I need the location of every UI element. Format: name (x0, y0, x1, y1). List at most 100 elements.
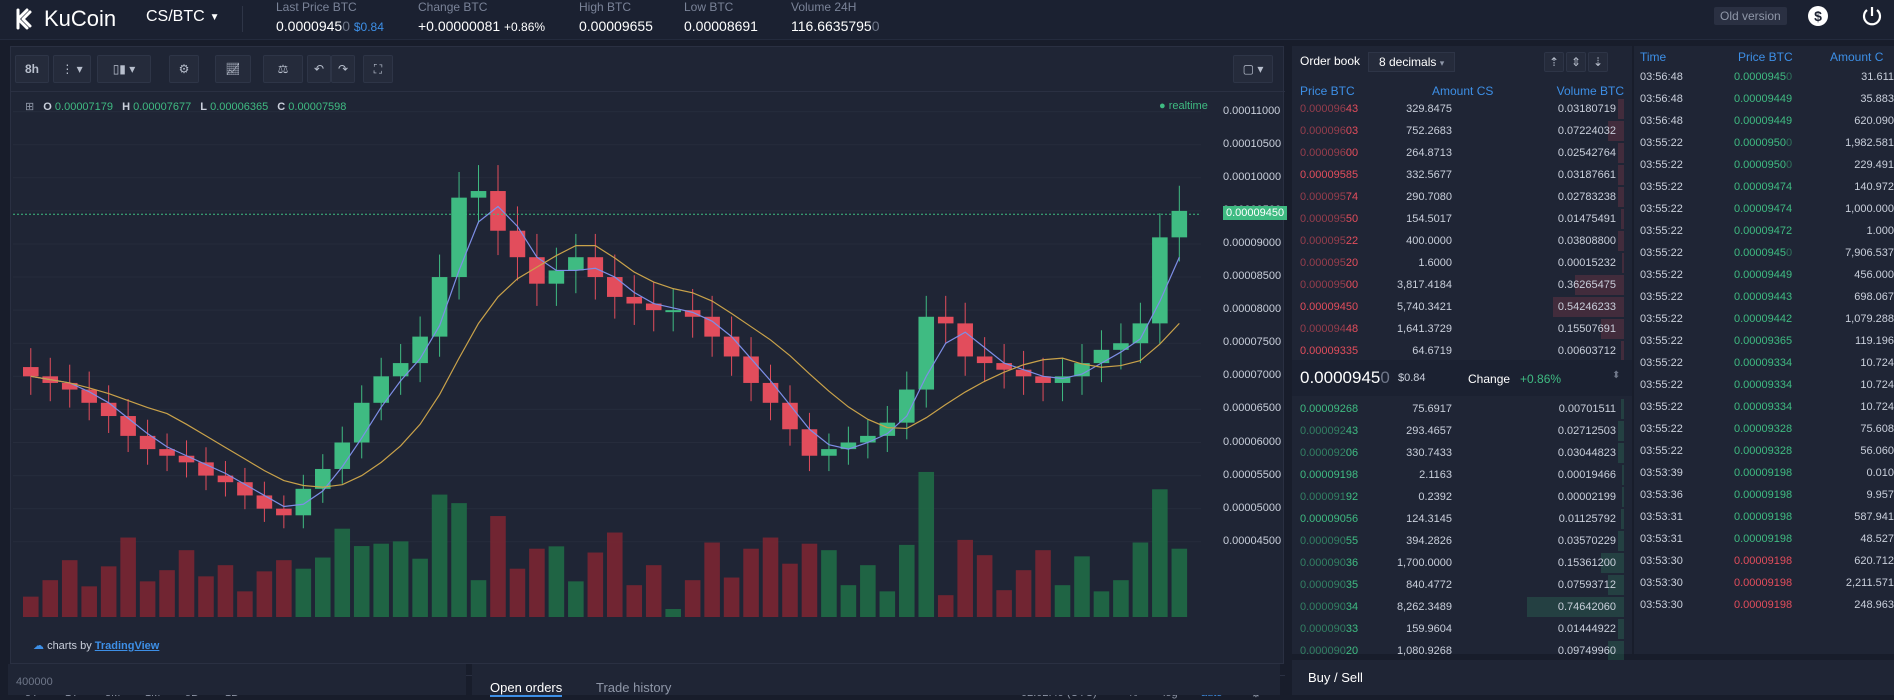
bid-row[interactable]: 0.00009033 159.9604 0.01444922 (1300, 618, 1624, 640)
compare-button[interactable]: ⚖ (263, 55, 303, 83)
bid-row[interactable]: 0.00009206 330.7433 0.03044823 (1300, 442, 1624, 464)
trade-amount: 31.611 (1861, 71, 1894, 83)
trade-amount: 620.712 (1854, 555, 1894, 567)
candle-body (159, 449, 175, 456)
trade-price: 0.00009449 (1734, 269, 1793, 281)
volume-bar (840, 585, 857, 617)
interval-button[interactable]: 8h (15, 55, 49, 83)
trade-time: 03:55:22 (1640, 423, 1683, 435)
order-volume: 0.01125792 (1558, 513, 1616, 525)
chart-type-button[interactable]: ▯▮ ▾ (97, 55, 151, 83)
ask-row[interactable]: 0.00009448 1,641.3729 0.15507691 (1300, 318, 1624, 340)
interval-menu-button[interactable]: ⋮ ▾ (53, 55, 91, 83)
tradingview-credit[interactable]: ☁ charts by TradingView (33, 639, 159, 652)
trade-price: 0.00009450 (1734, 247, 1793, 259)
trade-amount: 35.883 (1860, 93, 1894, 105)
undo-button[interactable]: ↶ (307, 55, 331, 83)
volume-bar (490, 516, 506, 617)
trade-amount: 1,079.288 (1845, 313, 1894, 325)
candle-body (392, 363, 409, 377)
bid-row[interactable]: 0.00009035 840.4772 0.07593712 (1300, 574, 1624, 596)
sort-icon[interactable]: ⬍ (1612, 370, 1621, 381)
pair-selector[interactable]: CS/BTC ▼ (146, 8, 220, 26)
ask-row[interactable]: 0.00009550 154.5017 0.01475491 (1300, 208, 1624, 230)
ask-row[interactable]: 0.00009600 264.8713 0.02542764 (1300, 142, 1624, 164)
volume-bar (665, 609, 681, 617)
depth-bar (1621, 341, 1624, 361)
candle-body (353, 402, 370, 443)
ask-row[interactable]: 0.00009522 400.0000 0.03808800 (1300, 230, 1624, 252)
ask-row[interactable]: 0.00009585 332.5677 0.03187661 (1300, 164, 1624, 186)
candle-body (860, 435, 876, 443)
asks-view-icon[interactable]: ⇡ (1544, 52, 1564, 72)
redo-button[interactable]: ↷ (331, 55, 355, 83)
bid-row[interactable]: 0.00009192 0.2392 0.00002199 (1300, 486, 1624, 508)
order-amount: 1.6000 (1418, 257, 1452, 269)
ask-row[interactable]: 0.00009450 5,740.3421 0.54246233 (1300, 296, 1624, 318)
trade-time: 03:55:22 (1640, 137, 1683, 149)
order-amount: 159.9604 (1406, 623, 1452, 635)
trade-price: 0.00009443 (1734, 291, 1793, 303)
trade-time: 03:55:22 (1640, 445, 1683, 457)
candle-body (276, 508, 292, 516)
bid-row[interactable]: 0.00009055 394.2826 0.03570229 (1300, 530, 1624, 552)
bids-view-icon[interactable]: ⇣ (1588, 52, 1608, 72)
candle-body (587, 257, 604, 278)
depth-bar (1575, 275, 1624, 295)
ask-row[interactable]: 0.00009335 64.6719 0.00603712 (1300, 340, 1624, 362)
dollar-icon[interactable]: $ (1806, 4, 1830, 28)
tab-open-orders[interactable]: Open orders (490, 680, 563, 697)
trade-amount: 698.067 (1854, 291, 1894, 303)
candle-body (1152, 237, 1168, 324)
ask-row[interactable]: 0.00009603 752.2683 0.07224032 (1300, 120, 1624, 142)
kucoin-logo[interactable]: KuCoin (12, 6, 116, 32)
depth-bar (1618, 187, 1624, 207)
bid-row[interactable]: 0.00009198 2.1163 0.00019466 (1300, 464, 1624, 486)
volume-bar (295, 568, 312, 617)
order-volume: 0.03570229 (1557, 535, 1616, 547)
ask-row[interactable]: 0.00009520 1.6000 0.00015232 (1300, 252, 1624, 274)
price-tick: 0.00006500 (1223, 402, 1282, 415)
settings-button[interactable]: ⚙ (169, 55, 199, 83)
bid-row[interactable]: 0.00009243 293.4657 0.02712503 (1300, 420, 1624, 442)
change-label: Change (1468, 372, 1511, 386)
decimals-select[interactable]: 8 decimals ▾ (1368, 52, 1456, 72)
bid-row[interactable]: 0.00009034 8,262.3489 0.74642060 (1300, 596, 1624, 618)
tv-brand[interactable]: TradingView (94, 640, 160, 652)
order-volume: 0.02712503 (1557, 425, 1616, 437)
ohlc-legend: ⊞ O 0.00007179 H 0.00007677 L 0.00006365… (25, 101, 347, 113)
volume-bar (1054, 585, 1071, 617)
volume-bar (996, 590, 1012, 617)
tab-trade-history[interactable]: Trade history (596, 680, 672, 695)
ask-row[interactable]: 0.00009500 3,817.4184 0.36265475 (1300, 274, 1624, 296)
order-amount: 1,700.0000 (1396, 557, 1452, 569)
power-icon[interactable] (1860, 4, 1884, 28)
stat-label: Low BTC (684, 0, 734, 14)
order-price: 0.00009574 (1300, 191, 1359, 203)
old-version-button[interactable]: Old version (1714, 7, 1787, 25)
order-volume: 0.01475491 (1557, 213, 1616, 225)
candle-body (431, 277, 448, 337)
volume-bar (334, 528, 351, 617)
order-volume: 0.00002199 (1557, 491, 1616, 503)
fullscreen-button[interactable]: ⛶ (363, 55, 393, 83)
indicators-button[interactable]: 📈︎ (215, 55, 251, 83)
trade-price: 0.00009198 (1734, 555, 1793, 567)
bid-row[interactable]: 0.00009268 75.6917 0.00701511 (1300, 398, 1624, 420)
mid-usd: $0.84 (1398, 372, 1426, 384)
depth-bar (1527, 597, 1624, 617)
candle-body (626, 296, 643, 304)
tab-buy-sell[interactable]: Buy / Sell (1308, 670, 1363, 685)
undo-icon: ↶ (313, 62, 325, 76)
kucoin-logo-icon (16, 8, 32, 30)
snapshot-button[interactable]: ▢ ▾ (1233, 55, 1273, 83)
ask-row[interactable]: 0.00009643 329.8475 0.03180719 (1300, 98, 1624, 120)
bid-row[interactable]: 0.00009056 124.3145 0.01125792 (1300, 508, 1624, 530)
trade-time: 03:53:30 (1640, 599, 1683, 611)
both-view-icon[interactable]: ⇕ (1566, 52, 1586, 72)
bid-row[interactable]: 0.00009020 1,080.9268 0.09749960 (1300, 640, 1624, 662)
price-chart[interactable] (13, 77, 1211, 657)
volume-bar (392, 541, 409, 617)
ask-row[interactable]: 0.00009574 290.7080 0.02783238 (1300, 186, 1624, 208)
bid-row[interactable]: 0.00009036 1,700.0000 0.15361200 (1300, 552, 1624, 574)
